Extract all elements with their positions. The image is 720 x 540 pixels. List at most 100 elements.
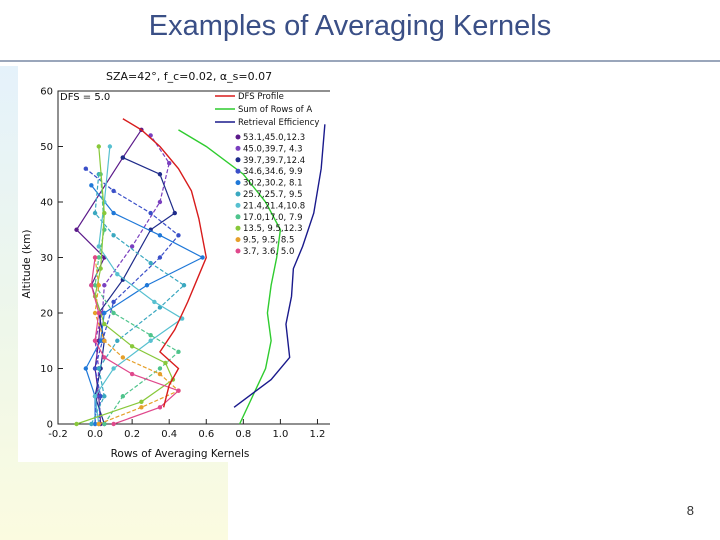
kernel-line — [94, 174, 180, 425]
kernel-marker — [96, 310, 101, 316]
kernel-legend-label: 25.7,25.7, 9.5 — [243, 190, 302, 200]
kernel-marker — [157, 405, 163, 410]
kernel-line — [94, 135, 170, 425]
kernel-legend-label: 34.6,34.6, 9.9 — [243, 167, 302, 177]
kernel-marker — [111, 421, 116, 427]
averaging-kernels-chart: SZA=42°, f_c=0.02, α_s=0.07 Altitude (km… — [21, 70, 337, 460]
kernel-marker — [83, 166, 89, 171]
kernel-marker — [89, 183, 94, 188]
kernel-marker — [181, 283, 187, 288]
x-axis-label: Rows of Averaging Kernels — [111, 448, 250, 460]
kernel-marker — [92, 421, 98, 427]
x-tick-label: 1.2 — [310, 429, 326, 440]
kernel-marker — [115, 271, 120, 277]
kernel-marker — [139, 405, 144, 410]
kernel-marker — [96, 421, 101, 427]
kernel-marker — [102, 310, 107, 316]
kernel-legend-marker — [235, 168, 241, 174]
kernel-marker — [111, 366, 116, 371]
kernel-marker — [96, 144, 101, 149]
kernel-legend-label: 53.1,45.0,12.3 — [243, 133, 305, 143]
kernel-marker — [92, 210, 98, 216]
kernel-line — [94, 157, 176, 425]
kernel-legend-label: 30.2,30.2, 8.1 — [243, 179, 302, 189]
kernel-marker — [129, 371, 135, 377]
kernel-marker — [98, 266, 103, 271]
kernel-marker — [92, 366, 98, 371]
chart-header: SZA=42°, f_c=0.02, α_s=0.07 — [106, 70, 272, 83]
kernel-marker — [176, 233, 181, 238]
kernel-line — [76, 146, 174, 425]
legend-label: Retrieval Efficiency — [238, 118, 319, 128]
kernel-marker — [157, 371, 163, 377]
title-divider — [0, 60, 720, 62]
kernel-marker — [89, 421, 94, 427]
y-tick-label: 30 — [40, 253, 53, 264]
x-tick-label: 0.0 — [87, 429, 103, 440]
kernel-marker — [83, 366, 89, 371]
kernel-marker — [102, 338, 107, 343]
kernel-legend-marker — [235, 237, 241, 243]
kernel-marker — [98, 394, 103, 399]
kernel-marker — [111, 310, 116, 316]
kernel-marker — [152, 299, 157, 305]
series-line — [122, 118, 207, 408]
kernel-marker — [111, 233, 116, 238]
kernel-legend-marker — [235, 191, 241, 197]
kernel-marker — [200, 255, 205, 260]
kernel-legend-marker — [235, 145, 241, 151]
kernel-marker — [148, 210, 153, 216]
kernel-marker — [139, 399, 144, 404]
kernel-marker — [129, 344, 135, 349]
legend-label: DFS Profile — [238, 92, 284, 102]
kernel-marker — [74, 227, 79, 232]
y-tick-label: 10 — [40, 364, 53, 375]
kernel-marker — [111, 210, 116, 216]
kernel-legend-marker — [235, 157, 241, 163]
kernel-marker — [102, 283, 107, 288]
kernel-line — [75, 129, 142, 425]
kernel-marker — [148, 333, 153, 338]
x-tick-label: 0.6 — [198, 429, 214, 440]
kernel-marker — [157, 255, 163, 260]
kernel-marker — [92, 338, 98, 343]
kernel-marker — [176, 349, 181, 355]
kernel-legend-label: 13.5, 9.5,12.3 — [243, 224, 302, 234]
kernel-marker — [96, 366, 101, 371]
kernel-marker — [92, 394, 98, 399]
kernel-legend-label: 3.7, 3.6, 5.0 — [243, 247, 294, 257]
kernel-marker — [163, 360, 168, 366]
kernel-marker — [107, 144, 113, 149]
kernel-marker — [98, 338, 103, 343]
kernel-marker — [144, 283, 150, 288]
kernel-marker — [148, 260, 153, 266]
x-tick-label: -0.2 — [48, 429, 68, 440]
kernel-marker — [96, 255, 101, 260]
kernel-marker — [157, 172, 163, 177]
y-axis-label: Altitude (km) — [21, 230, 33, 299]
kernel-legend-label: 17.0,17.0, 7.9 — [243, 213, 302, 223]
kernel-marker — [115, 338, 120, 343]
kernel-legend-marker — [235, 225, 241, 231]
kernel-marker — [102, 394, 107, 399]
kernel-legend-marker — [235, 180, 241, 186]
kernel-marker — [102, 210, 107, 216]
kernel-marker — [148, 338, 153, 343]
kernel-legend-marker — [235, 248, 241, 254]
y-tick-label: 50 — [40, 142, 53, 153]
kernel-marker — [92, 283, 98, 288]
x-tick-label: 1.0 — [272, 429, 288, 440]
x-tick-label: 0.2 — [124, 429, 140, 440]
x-tick-label: 0.8 — [235, 429, 251, 440]
kernel-line — [94, 146, 184, 425]
kernel-marker — [92, 310, 98, 316]
kernel-marker — [102, 421, 107, 427]
kernel-legend-label: 45.0,39.7, 4.3 — [243, 144, 302, 154]
kernel-legend-marker — [235, 214, 241, 220]
kernel-marker — [172, 210, 177, 216]
kernel-marker — [167, 160, 172, 166]
series-line — [233, 124, 326, 408]
kernel-legend-label: 39.7,39.7,12.4 — [243, 156, 305, 166]
kernel-marker — [120, 155, 126, 160]
kernel-marker — [157, 199, 163, 205]
